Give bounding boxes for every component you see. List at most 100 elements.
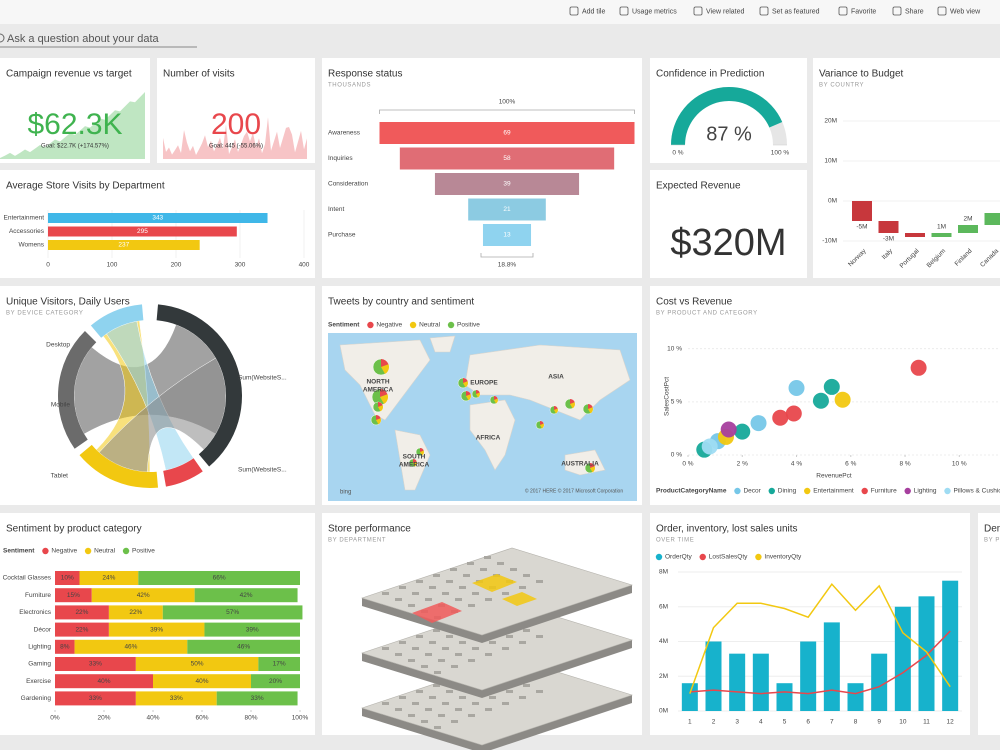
scatter-point: [910, 359, 927, 376]
value-label: 33%: [89, 661, 102, 668]
map-logo: bing: [340, 490, 351, 496]
toolbar-icon: [838, 6, 848, 16]
map-region-label: AMERICA: [399, 462, 430, 469]
legend-label: LostSalesQty: [709, 554, 748, 561]
bar: [705, 641, 722, 711]
legend-label: Lighting: [914, 488, 937, 495]
value-label: 15%: [67, 592, 80, 599]
toolbar-item[interactable]: View related: [706, 8, 745, 15]
map-pie-slice: [376, 415, 381, 420]
map-region-label: SOUTH: [403, 454, 426, 461]
bar-segment: [162, 605, 303, 620]
x-tick-label: 7: [830, 719, 834, 726]
funnel-category: Consideration: [328, 181, 368, 188]
shelf: [485, 708, 492, 711]
x-tick-label: 100%: [292, 715, 309, 722]
value-label: 8%: [60, 644, 70, 651]
value-label: -3M: [883, 236, 894, 243]
legend-label: Pillows & Cushions: [953, 488, 1000, 495]
bar-segment: [55, 657, 136, 671]
bar-segment: [108, 622, 205, 637]
shelf: [472, 647, 479, 650]
chord-ribbon: [98, 357, 227, 473]
map-land: [469, 399, 516, 471]
toolbar-item[interactable]: Set as featured: [772, 8, 820, 15]
tile[interactable]: [978, 513, 1000, 735]
map-pie-slice: [570, 402, 575, 409]
toolbar-item[interactable]: Add tile: [582, 8, 605, 15]
legend-swatch: [861, 487, 868, 495]
legend-swatch: [699, 553, 706, 561]
legend-swatch: [122, 547, 130, 555]
chord-label: Desktop: [46, 342, 70, 349]
legend-label: Neutral: [94, 548, 116, 555]
shelf: [438, 659, 445, 662]
toolbar-icon: [892, 6, 902, 16]
shelf: [416, 580, 423, 583]
shelf: [455, 708, 462, 711]
toolbar-item[interactable]: Favorite: [851, 8, 876, 15]
toolbar-icon: [569, 6, 579, 16]
bar: [752, 653, 769, 711]
kpi-value: 200: [211, 108, 261, 141]
shelf: [510, 568, 517, 571]
tile[interactable]: [650, 58, 807, 163]
waterfall-bar: [878, 221, 899, 233]
y-tick-label: Lighting: [28, 644, 51, 651]
toolbar-item[interactable]: Share: [905, 8, 924, 15]
shelf: [451, 720, 458, 723]
toolbar-item[interactable]: Web view: [950, 8, 981, 15]
shelf: [395, 653, 402, 656]
shelf: [442, 647, 449, 650]
waterfall-bar: [931, 233, 952, 237]
map-pie-slice: [590, 466, 596, 473]
legend-label: Entertainment: [813, 488, 854, 495]
tile-subtitle: THOUSANDS: [328, 83, 371, 89]
value-label: 46%: [237, 644, 250, 651]
map-pie-slice: [463, 378, 468, 383]
shelf: [459, 696, 466, 699]
department-highlight: [502, 592, 537, 606]
value-label: 39%: [246, 626, 259, 633]
shelf: [433, 629, 440, 632]
shelf: [468, 604, 475, 607]
bar: [48, 226, 237, 237]
value-label: 39%: [150, 626, 163, 633]
x-tick-label: 60%: [195, 715, 208, 722]
shelf: [399, 641, 406, 644]
shelf: [455, 598, 462, 601]
floor-side: [362, 640, 632, 698]
chord-label: Tablet: [51, 473, 69, 480]
legend-swatch: [734, 487, 741, 495]
shelf: [412, 647, 419, 650]
map-region-label: AUSTRALIA: [561, 461, 599, 468]
tile[interactable]: [650, 170, 807, 278]
x-tick-label: 400: [299, 262, 310, 269]
toolbar-icon: [759, 6, 769, 16]
chord-arc: [163, 458, 203, 487]
tile-title: Den: [984, 524, 1000, 535]
value-label: 343: [152, 215, 163, 222]
value-label: 50%: [191, 661, 204, 668]
value-label: 42%: [137, 592, 150, 599]
tile[interactable]: [813, 58, 1000, 278]
tile[interactable]: [0, 170, 315, 278]
bar: [800, 641, 817, 711]
y-tick-label: 0 %: [671, 452, 682, 459]
map-pie-slice: [413, 459, 417, 463]
y-tick-label: Décor: [34, 626, 52, 633]
map-pie-slice: [554, 408, 558, 414]
funnel-value: 69: [503, 130, 511, 137]
bar-segment: [55, 622, 109, 637]
qna-input[interactable]: Ask a question about your data: [7, 33, 160, 45]
map-pie-slice: [570, 399, 575, 404]
map-attribution: © 2017 HERE © 2017 Microsoft Corporation: [525, 487, 623, 494]
value-label: 40%: [97, 678, 110, 685]
legend-swatch: [409, 321, 417, 329]
funnel-bar: [379, 122, 635, 144]
value-label: 42%: [240, 592, 253, 599]
legend-swatch: [367, 321, 374, 329]
shelf: [434, 726, 441, 729]
toolbar-item[interactable]: Usage metrics: [632, 8, 677, 15]
funnel-bottom-label: 18.8%: [498, 262, 517, 269]
